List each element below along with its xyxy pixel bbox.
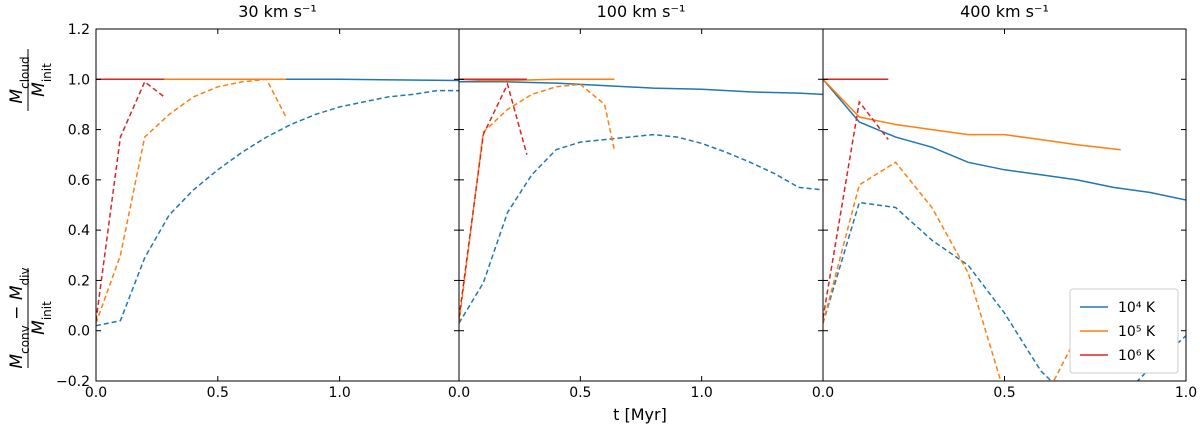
x-tick-label: 1.0 (328, 385, 350, 401)
x-tick-label: 1.0 (691, 385, 713, 401)
x-tick-label: 0.0 (812, 385, 834, 401)
label-main: − M (7, 285, 27, 325)
dashed-line (459, 82, 528, 319)
dashed-line (96, 80, 165, 321)
dashed-line (823, 100, 889, 319)
line (459, 78, 615, 82)
plot-area (459, 78, 823, 324)
x-tick-label: 0.5 (569, 385, 591, 401)
label-denominator: Minit (29, 63, 54, 97)
y-tick-label: 0.2 (68, 273, 90, 289)
dashed-line (823, 161, 1078, 381)
label-main: M (29, 82, 49, 97)
panel-title: 30 km s⁻¹ (238, 2, 317, 21)
legend-label: 10⁵ K (1118, 324, 1156, 340)
dashed-line (96, 78, 287, 324)
y-tick-label: 1.0 (68, 72, 90, 88)
plot-area (96, 78, 459, 327)
dashed-line (459, 83, 616, 324)
y-tick-label: 0.0 (68, 324, 90, 340)
legend-label: 10⁴ K (1118, 300, 1156, 316)
y-tick-label: −0.2 (56, 374, 90, 390)
x-tick-label: 0.5 (993, 385, 1015, 401)
legend-box (1069, 288, 1179, 374)
line (459, 81, 823, 96)
line (823, 78, 1186, 201)
x-tick-label: 1.0 (1175, 385, 1197, 401)
dashed-line (459, 133, 823, 324)
y-tick-label: 0.4 (68, 223, 90, 239)
label-sub: div (18, 267, 32, 285)
x-tick-label: 0.0 (448, 385, 470, 401)
panel-title: 400 km s⁻¹ (960, 2, 1049, 21)
x-tick-label: 0.5 (207, 385, 229, 401)
dashed-line (96, 89, 459, 327)
x-axis-label: t [Myr] (613, 405, 667, 424)
plot-area (823, 78, 1186, 381)
y-tick-label: 0.6 (68, 173, 90, 189)
panel-frame (95, 28, 460, 382)
legend: 10⁴ K 10⁵ K 10⁶ K (1069, 288, 1179, 374)
legend-label: 10⁶ K (1118, 348, 1156, 364)
dashed-line (823, 201, 1186, 381)
label-main: M (7, 89, 27, 104)
label-main: M (29, 320, 49, 335)
y-tick-label: 1.2 (68, 22, 90, 38)
panel-title: 100 km s⁻¹ (597, 2, 686, 21)
x-tick-label: 0.0 (85, 385, 107, 401)
label-sub: init (40, 301, 54, 320)
label-sub: init (40, 63, 54, 82)
line (823, 78, 1121, 151)
label-denominator: Minit (29, 301, 54, 335)
label-main: M (7, 354, 27, 369)
y-tick-label: 0.8 (68, 123, 90, 139)
